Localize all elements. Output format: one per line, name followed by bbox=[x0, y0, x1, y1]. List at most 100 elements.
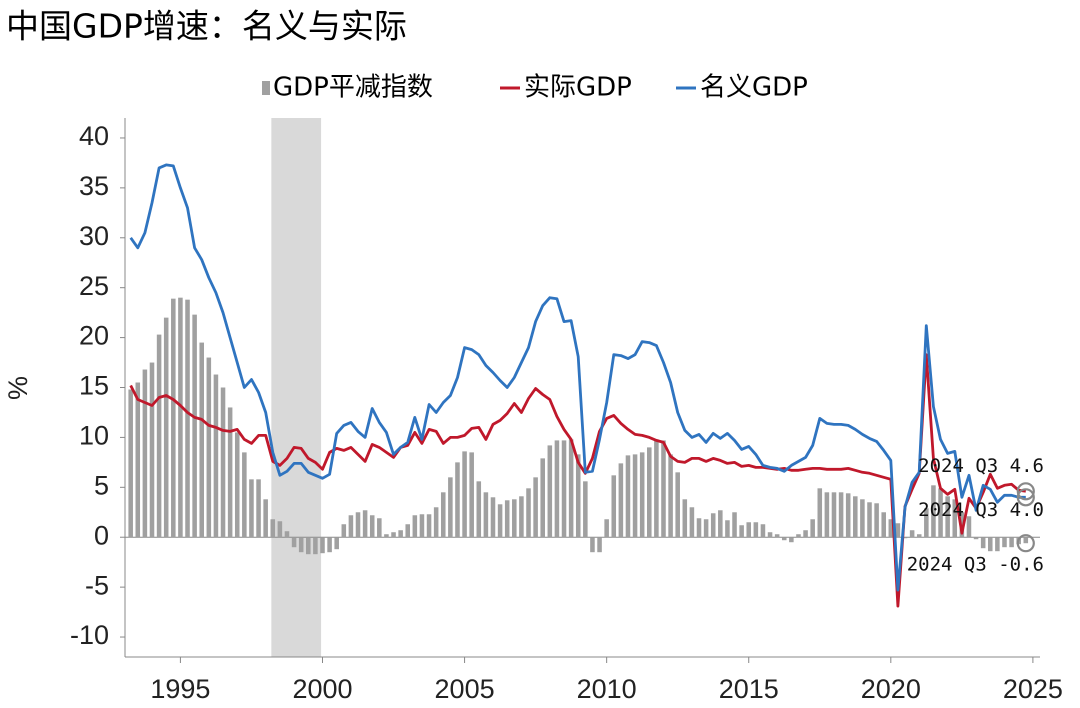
x-tick-label: 2025 bbox=[1003, 674, 1063, 704]
bar bbox=[654, 439, 659, 538]
bar bbox=[334, 537, 339, 550]
bar bbox=[270, 519, 276, 538]
bar bbox=[419, 514, 425, 538]
bar bbox=[298, 537, 304, 553]
bar bbox=[398, 530, 403, 538]
bar bbox=[796, 534, 801, 538]
y-tick-label: 30 bbox=[79, 221, 109, 251]
shaded-range bbox=[271, 118, 322, 657]
bar bbox=[739, 525, 744, 538]
bar bbox=[249, 479, 254, 538]
end-marker bbox=[1016, 488, 1035, 507]
bar bbox=[781, 537, 787, 541]
bar bbox=[895, 523, 901, 538]
bar bbox=[391, 532, 396, 538]
bar bbox=[128, 389, 133, 538]
bar bbox=[583, 481, 588, 538]
bar bbox=[284, 531, 290, 538]
bar bbox=[426, 514, 432, 538]
bar bbox=[1009, 537, 1014, 548]
annotation: 2024 Q3 4.0 bbox=[918, 499, 1044, 521]
bar bbox=[973, 537, 979, 540]
bar bbox=[817, 488, 823, 538]
bar bbox=[810, 519, 815, 538]
bar bbox=[824, 492, 830, 538]
bar bbox=[952, 499, 958, 538]
bar bbox=[938, 488, 943, 538]
bar bbox=[185, 299, 190, 538]
bar bbox=[256, 479, 261, 538]
bar bbox=[320, 537, 325, 554]
y-tick-label: -5 bbox=[85, 570, 109, 600]
y-tick-label: 35 bbox=[79, 171, 109, 201]
bar bbox=[156, 334, 162, 538]
bar bbox=[405, 524, 411, 538]
bar bbox=[682, 499, 688, 538]
x-tick-label: 2015 bbox=[719, 674, 779, 704]
bar bbox=[306, 537, 311, 555]
bar bbox=[433, 507, 439, 538]
x-tick-label: 2005 bbox=[435, 674, 495, 704]
bar bbox=[206, 357, 212, 538]
bar bbox=[561, 440, 567, 538]
bar bbox=[725, 520, 730, 538]
bar bbox=[483, 492, 489, 538]
bar bbox=[924, 508, 929, 538]
bar bbox=[341, 524, 347, 538]
bar bbox=[845, 493, 851, 538]
bar bbox=[476, 481, 482, 538]
bar bbox=[718, 510, 723, 538]
bar bbox=[874, 503, 879, 538]
bar bbox=[732, 512, 737, 538]
bar bbox=[789, 537, 794, 543]
bar bbox=[675, 472, 680, 538]
bar bbox=[384, 534, 389, 538]
bar bbox=[767, 532, 773, 538]
bar bbox=[377, 518, 382, 538]
end-marker bbox=[1016, 482, 1035, 501]
bar bbox=[753, 522, 759, 538]
line bbox=[129, 163, 1026, 592]
x-tick-label: 2020 bbox=[861, 674, 921, 704]
y-tick-label: 20 bbox=[79, 321, 109, 351]
bar bbox=[568, 439, 574, 538]
bar bbox=[888, 519, 894, 538]
bar bbox=[945, 496, 950, 538]
bar bbox=[142, 369, 148, 538]
bar bbox=[369, 515, 375, 538]
bar bbox=[774, 534, 780, 538]
bar bbox=[853, 496, 858, 538]
bar bbox=[696, 518, 702, 538]
bar bbox=[291, 537, 297, 548]
legend-label: 实际GDP bbox=[524, 73, 632, 103]
bar bbox=[1023, 537, 1029, 544]
bar bbox=[227, 407, 233, 538]
y-tick-label: 25 bbox=[79, 271, 109, 301]
bar bbox=[462, 451, 467, 538]
bar bbox=[355, 512, 361, 538]
bar bbox=[980, 537, 986, 549]
bar bbox=[504, 500, 510, 538]
bar bbox=[263, 499, 268, 538]
bar bbox=[860, 499, 865, 538]
bar bbox=[547, 445, 553, 538]
bar bbox=[661, 440, 666, 538]
x-tick-label: 2000 bbox=[292, 674, 352, 704]
bar bbox=[327, 537, 332, 553]
x-tick-label: 2010 bbox=[577, 674, 637, 704]
legend-label: 名义GDP bbox=[700, 73, 808, 103]
y-tick-label: 15 bbox=[79, 371, 109, 401]
legend-swatch bbox=[262, 81, 270, 95]
bar bbox=[526, 488, 531, 538]
annotation: 2024 Q3 -0.6 bbox=[907, 554, 1044, 576]
bar bbox=[362, 510, 368, 538]
bar bbox=[149, 362, 155, 538]
bar bbox=[916, 534, 922, 538]
bar bbox=[909, 530, 915, 538]
bar bbox=[533, 477, 538, 538]
bar bbox=[625, 455, 631, 538]
bar bbox=[448, 477, 453, 538]
bar bbox=[519, 496, 524, 538]
bar bbox=[192, 314, 197, 538]
